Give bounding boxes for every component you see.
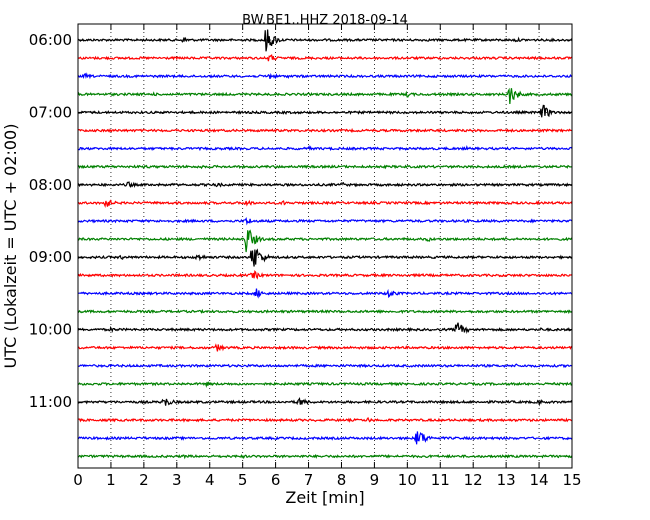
x-axis-ticks: 0 1 2 3 4 5 6 7 8 9 10 11 12 13 14 15 [73,24,582,489]
x-tick-label: 15 [562,471,581,489]
y-tick-label: 08:00 [29,176,72,194]
y-tick-label: 11:00 [29,393,72,411]
trace-1100 [77,397,573,407]
y-axis-ticks: 06:00 07:00 08:00 09:00 10:00 11:00 [29,31,572,411]
x-tick-label: 7 [304,471,314,489]
trace-0615 [77,54,573,62]
x-tick-label: 13 [497,471,516,489]
trace-0945 [77,308,573,315]
x-tick-label: 11 [431,471,450,489]
x-tick-label: 14 [530,471,549,489]
trace-0900 [77,248,573,267]
trace-0700 [77,104,573,118]
trace-0845 [77,229,573,253]
x-tick-label: 2 [139,471,149,489]
trace-0630 [77,72,573,80]
x-tick-label: 10 [398,471,417,489]
trace-0830 [77,217,573,226]
trace-1015 [77,343,573,352]
x-tick-label: 9 [370,471,380,489]
x-tick-label: 8 [337,471,347,489]
trace-0730 [77,144,573,152]
trace-1130 [77,431,573,445]
y-tick-label: 09:00 [29,248,72,266]
x-tick-label: 12 [464,471,483,489]
seismic-traces [77,29,573,460]
y-tick-label: 10:00 [29,321,72,339]
trace-0715 [77,127,573,133]
x-tick-label: 6 [271,471,281,489]
trace-0930 [77,288,573,299]
x-tick-label: 5 [238,471,248,489]
trace-1030 [77,363,573,369]
trace-1145 [77,453,573,460]
y-tick-label: 07:00 [29,103,72,121]
x-tick-label: 4 [205,471,215,489]
x-axis-label: Zeit [min] [285,488,364,507]
trace-0815 [77,199,573,208]
trace-1000 [77,322,573,334]
plot-frame [77,23,573,469]
trace-0745 [77,164,573,170]
trace-0800 [77,181,573,189]
x-tick-label: 0 [73,471,83,489]
y-tick-label: 06:00 [29,31,72,49]
chart-title: BW.BE1..HHZ 2018-09-14 [242,13,408,28]
trace-0915 [77,269,573,280]
y-axis-label: UTC (Lokalzeit = UTC + 02:00) [1,124,20,369]
trace-1115 [77,416,573,423]
x-tick-label: 3 [172,471,182,489]
trace-1045 [77,381,573,389]
trace-0600 [77,29,573,52]
trace-0645 [77,87,573,104]
x-tick-label: 1 [106,471,116,489]
